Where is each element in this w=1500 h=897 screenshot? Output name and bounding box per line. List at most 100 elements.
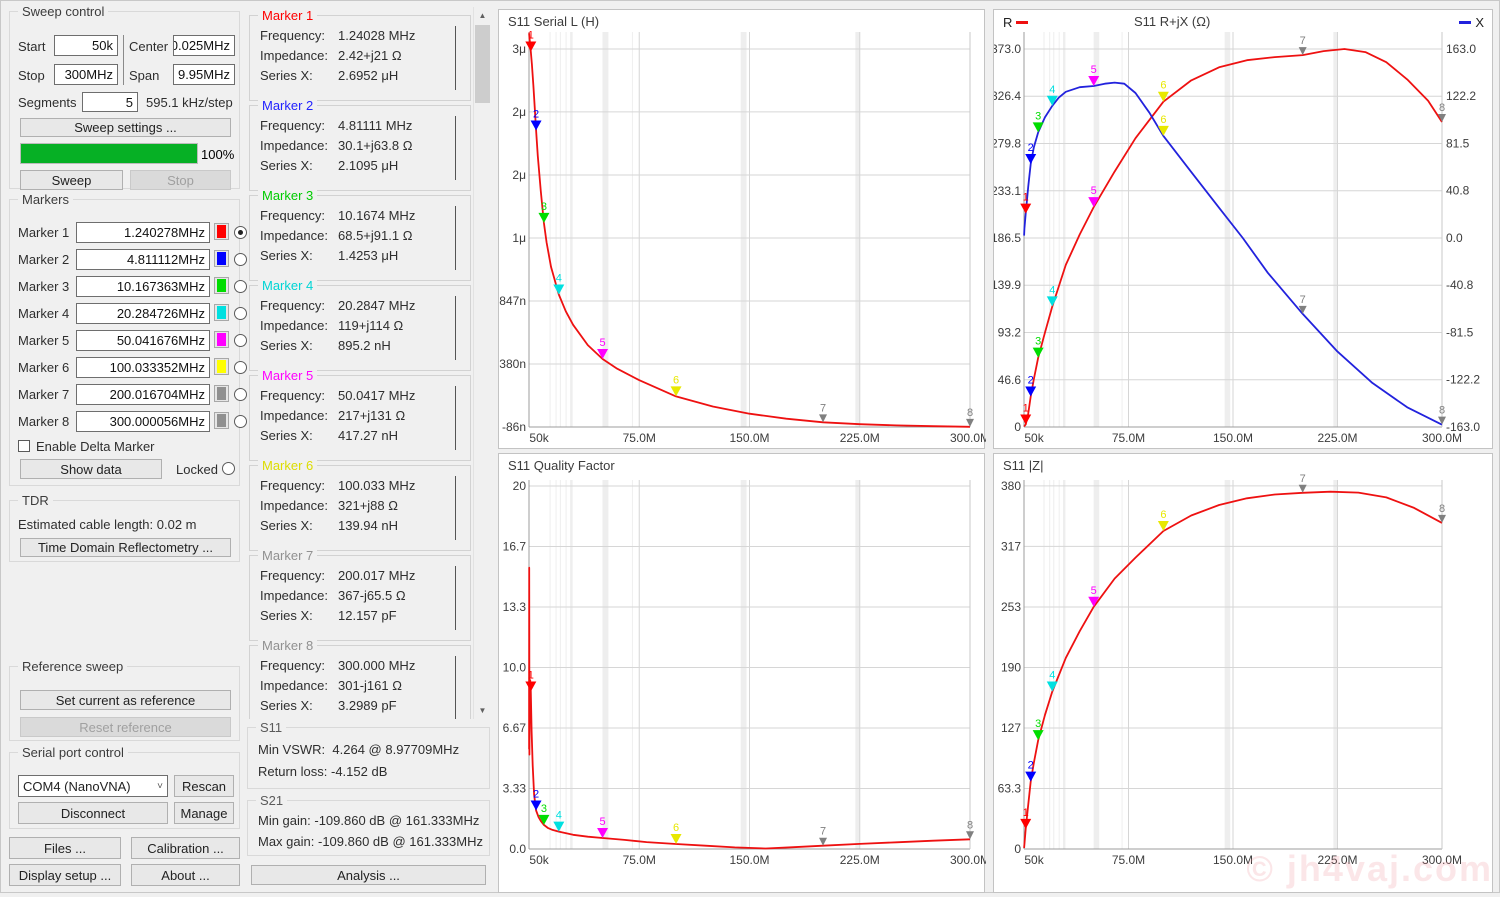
about-button[interactable]: About ... — [131, 864, 240, 886]
chart-marker-1[interactable]: 1 — [1020, 192, 1032, 214]
show-data-button[interactable]: Show data — [20, 459, 162, 479]
files-button[interactable]: Files ... — [9, 837, 121, 859]
marker-select-radio[interactable] — [234, 307, 247, 320]
marker-select-radio[interactable] — [234, 334, 247, 347]
start-label: Start — [18, 39, 46, 54]
marker-frequency-input[interactable]: 10.167363MHz — [76, 276, 210, 297]
marker-color-chip[interactable] — [214, 385, 229, 402]
chart-marker-5[interactable]: 5 — [597, 816, 609, 839]
marker-color-chip[interactable] — [214, 223, 229, 240]
marker-color-chip[interactable] — [214, 250, 229, 267]
chart-marker-4[interactable]: 4 — [553, 272, 565, 295]
stop-input[interactable]: 300MHz — [54, 64, 118, 85]
chart-marker-6[interactable]: 6 — [1157, 509, 1169, 532]
chart-marker-4[interactable]: 4 — [1046, 284, 1058, 307]
marker-select-radio[interactable] — [234, 253, 247, 266]
marker-select-radio[interactable] — [234, 280, 247, 293]
marker-info-header: Marker 2 — [258, 98, 318, 113]
stop-button[interactable]: Stop — [130, 170, 231, 190]
locked-radio[interactable] — [222, 462, 235, 475]
chart-marker-7[interactable]: 7 — [819, 402, 828, 423]
disconnect-button[interactable]: Disconnect — [18, 802, 168, 824]
marker-color-chip[interactable] — [214, 412, 229, 429]
marker-frequency-input[interactable]: 1.240278MHz — [76, 222, 210, 243]
chart-marker-2[interactable]: 2 — [1025, 760, 1037, 782]
chart-marker-8[interactable]: 8 — [1438, 102, 1446, 122]
chart-marker-6[interactable]: 6 — [1157, 80, 1169, 102]
scroll-down-icon[interactable]: ▼ — [474, 702, 491, 719]
chart-marker-7[interactable]: 7 — [819, 826, 828, 846]
marker-row-label: Marker 6 — [18, 360, 70, 375]
chart-marker-5[interactable]: 5 — [1088, 64, 1100, 87]
chart-marker-2[interactable]: 2 — [530, 108, 542, 131]
marker-color-chip[interactable] — [214, 331, 229, 348]
serial-port-group: Serial port control COM4 (NanoVNA) ˅ Res… — [9, 745, 240, 829]
chart-marker-7[interactable]: 7 — [1298, 294, 1307, 314]
sweep-button[interactable]: Sweep — [20, 170, 123, 190]
chart-marker-4[interactable]: 4 — [1046, 84, 1058, 106]
chart-marker-6[interactable]: 6 — [1157, 114, 1169, 136]
marker-frequency-input[interactable]: 200.016704MHz — [76, 384, 210, 405]
sweep-settings-button[interactable]: Sweep settings ... — [20, 118, 231, 137]
svg-text:-40.8: -40.8 — [1446, 278, 1474, 292]
marker-color-chip[interactable] — [214, 358, 229, 375]
chart-marker-1[interactable]: 1 — [1020, 807, 1032, 829]
chart-marker-3[interactable]: 3 — [538, 803, 550, 825]
chart-marker-8[interactable]: 8 — [966, 819, 974, 840]
chart-marker-5[interactable]: 5 — [1088, 185, 1100, 208]
scrollbar-thumb[interactable] — [475, 25, 490, 103]
chart-marker-4[interactable]: 4 — [1046, 670, 1058, 692]
chart-marker-3[interactable]: 3 — [538, 201, 550, 223]
chart-marker-3[interactable]: 3 — [1032, 718, 1044, 741]
marker-select-radio[interactable] — [234, 415, 247, 428]
marker-frequency-input[interactable]: 20.284726MHz — [76, 303, 210, 324]
chart-marker-1[interactable]: 1 — [1020, 403, 1032, 425]
scroll-up-icon[interactable]: ▲ — [474, 7, 491, 24]
chart-marker-8[interactable]: 8 — [1438, 503, 1446, 523]
chart-marker-8[interactable]: 8 — [1438, 405, 1446, 425]
chart-marker-5[interactable]: 5 — [1088, 585, 1100, 607]
chart-marker-7[interactable]: 7 — [1298, 473, 1307, 493]
marker-select-radio[interactable] — [234, 361, 247, 374]
chart-marker-6[interactable]: 6 — [670, 374, 682, 397]
marker-color-chip[interactable] — [214, 277, 229, 294]
marker-frequency-input[interactable]: 50.041676MHz — [76, 330, 210, 351]
marker-frequency-input[interactable]: 4.811112MHz — [76, 249, 210, 270]
segments-input[interactable]: 5 — [82, 92, 138, 112]
marker-frequency-input[interactable]: 300.000056MHz — [76, 411, 210, 432]
chart-marker-1[interactable]: 1 — [525, 669, 537, 692]
span-input[interactable]: 9.95MHz — [173, 64, 235, 85]
rescan-button[interactable]: Rescan — [174, 775, 234, 797]
marker-info-divider — [455, 116, 456, 180]
chart-marker-2[interactable]: 2 — [1025, 142, 1037, 164]
center-input[interactable]: 0.025MHz — [173, 35, 235, 56]
start-input[interactable]: 50k — [54, 35, 118, 56]
chart-marker-5[interactable]: 5 — [597, 337, 609, 359]
tdr-button[interactable]: Time Domain Reflectometry ... — [20, 538, 231, 557]
marker-frequency-input[interactable]: 100.033352MHz — [76, 357, 210, 378]
chart-marker-7[interactable]: 7 — [1298, 35, 1307, 56]
delta-marker-checkbox[interactable] — [18, 440, 30, 452]
svg-text:2: 2 — [533, 108, 539, 120]
marker-color-chip[interactable] — [214, 304, 229, 321]
chart-marker-8[interactable]: 8 — [966, 407, 974, 427]
chart-marker-2[interactable]: 2 — [530, 789, 542, 811]
display-setup-button[interactable]: Display setup ... — [9, 864, 121, 886]
com-port-select[interactable]: COM4 (NanoVNA) ˅ — [18, 775, 168, 797]
marker-select-radio[interactable] — [234, 388, 247, 401]
marker-info-scrollbar[interactable]: ▲ ▼ — [473, 7, 491, 719]
chart-marker-1[interactable]: 1 — [525, 29, 537, 52]
svg-text:326.4: 326.4 — [994, 89, 1021, 103]
chart-marker-3[interactable]: 3 — [1032, 336, 1044, 358]
reset-reference-button[interactable]: Reset reference — [20, 717, 231, 737]
calibration-button[interactable]: Calibration ... — [131, 837, 240, 859]
chart-marker-4[interactable]: 4 — [553, 810, 565, 832]
marker-select-radio[interactable] — [234, 226, 247, 239]
set-reference-button[interactable]: Set current as reference — [20, 690, 231, 710]
manage-button[interactable]: Manage — [174, 802, 234, 824]
svg-text:75.0M: 75.0M — [1112, 853, 1145, 867]
analysis-button[interactable]: Analysis ... — [251, 865, 486, 885]
chart-marker-2[interactable]: 2 — [1025, 374, 1037, 397]
chart-marker-3[interactable]: 3 — [1032, 110, 1044, 133]
chart-marker-6[interactable]: 6 — [670, 822, 682, 845]
